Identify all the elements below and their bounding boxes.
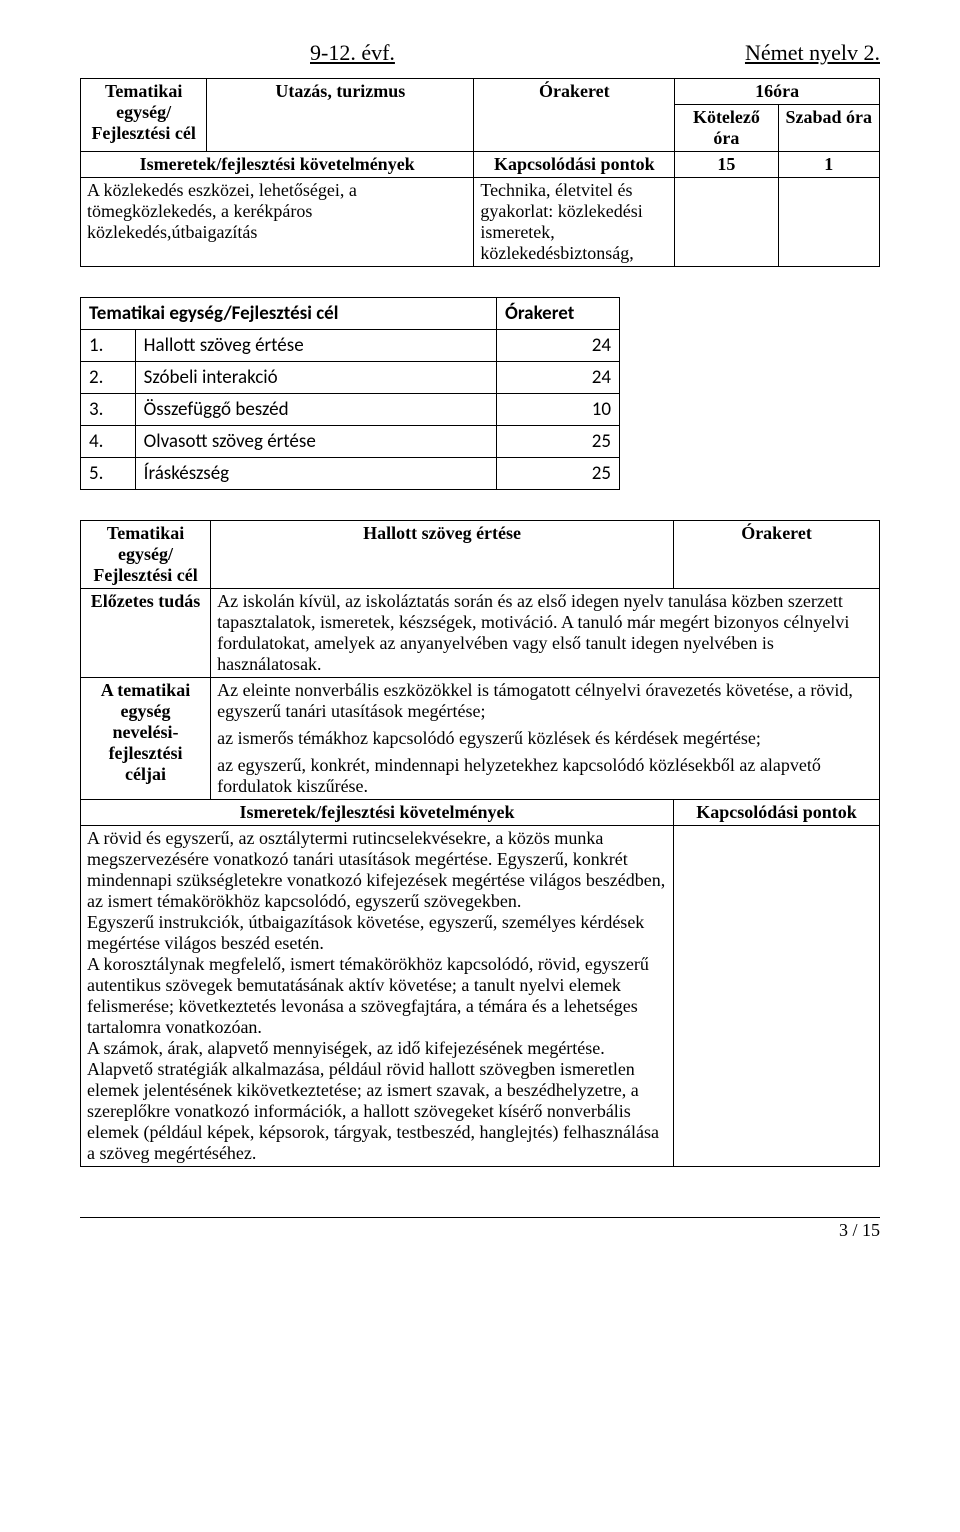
t1-empty1	[675, 178, 778, 267]
t1-empty2	[778, 178, 879, 267]
t3-rowhdr: Tematikai egység/ Fejlesztési cél	[81, 521, 211, 589]
t1-conn-body: Technika, életvitel és gyakorlat: közlek…	[474, 178, 675, 267]
skill-val: 24	[497, 362, 620, 394]
skill-val: 25	[497, 426, 620, 458]
skill-label: Összefüggő beszéd	[135, 394, 496, 426]
page-header: 9-12. évf. Német nyelv 2.	[80, 40, 880, 66]
thematic-unit-table-listening: Tematikai egység/ Fejlesztési cél Hallot…	[80, 520, 880, 1167]
skill-label: Íráskészség	[135, 458, 496, 490]
t1-orakeret: Órakeret	[474, 79, 675, 152]
skills-hdr-b: Órakeret	[497, 298, 620, 330]
skill-num: 5.	[81, 458, 136, 490]
skill-val: 10	[497, 394, 620, 426]
skill-num: 3.	[81, 394, 136, 426]
t1-req-hdr: Ismeretek/fejlesztési követelmények	[81, 152, 474, 178]
header-left: 9-12. évf.	[310, 40, 395, 66]
t1-title: Utazás, turizmus	[207, 79, 474, 152]
t1-rowhdr: Tematikai egység/ Fejlesztési cél	[81, 79, 207, 152]
t3-prev-body: Az iskolán kívül, az iskoláztatás során …	[211, 589, 880, 678]
t3-goals-body: Az eleinte nonverbális eszközökkel is tá…	[211, 678, 880, 800]
t3-goal-line: az egyszerű, konkrét, mindennapi helyzet…	[217, 755, 873, 797]
thematic-unit-table-travel: Tematikai egység/ Fejlesztési cél Utazás…	[80, 78, 880, 267]
skill-num: 1.	[81, 330, 136, 362]
skill-val: 24	[497, 330, 620, 362]
t3-title: Hallott szöveg értése	[211, 521, 674, 589]
t3-conn-body	[674, 826, 880, 1167]
t3-goal-line: Az eleinte nonverbális eszközökkel is tá…	[217, 680, 873, 722]
t1-szabad: Szabad óra	[778, 105, 879, 152]
t3-conn-hdr: Kapcsolódási pontok	[674, 800, 880, 826]
t3-goals-hdr: A tematikai egység nevelési-fejlesztési …	[81, 678, 211, 800]
t1-req-body: A közlekedés eszközei, lehetőségei, a tö…	[81, 178, 474, 267]
t1-kotelezo: Kötelező óra	[675, 105, 778, 152]
skill-num: 2.	[81, 362, 136, 394]
page-number: 3 / 15	[80, 1220, 880, 1241]
t3-orakeret: Órakeret	[674, 521, 880, 589]
t3-req-body: A rövid és egyszerű, az osztálytermi rut…	[81, 826, 674, 1167]
t1-h1: 1	[778, 152, 879, 178]
footer-divider	[80, 1217, 880, 1218]
skill-label: Szóbeli interakció	[135, 362, 496, 394]
t1-conn-hdr: Kapcsolódási pontok	[474, 152, 675, 178]
header-right: Német nyelv 2.	[745, 40, 880, 66]
t1-h15: 15	[675, 152, 778, 178]
t1-hours-hdr: 16óra	[675, 79, 880, 105]
skills-hdr-a: Tematikai egység/Fejlesztési cél	[81, 298, 497, 330]
skill-label: Hallott szöveg értése	[135, 330, 496, 362]
t3-req-hdr: Ismeretek/fejlesztési követelmények	[81, 800, 674, 826]
skill-label: Olvasott szöveg értése	[135, 426, 496, 458]
t3-goal-line: az ismerős témákhoz kapcsolódó egyszerű …	[217, 728, 873, 749]
t3-prev-hdr: Előzetes tudás	[81, 589, 211, 678]
skill-num: 4.	[81, 426, 136, 458]
skill-val: 25	[497, 458, 620, 490]
skills-table: Tematikai egység/Fejlesztési cél Órakere…	[80, 297, 620, 490]
